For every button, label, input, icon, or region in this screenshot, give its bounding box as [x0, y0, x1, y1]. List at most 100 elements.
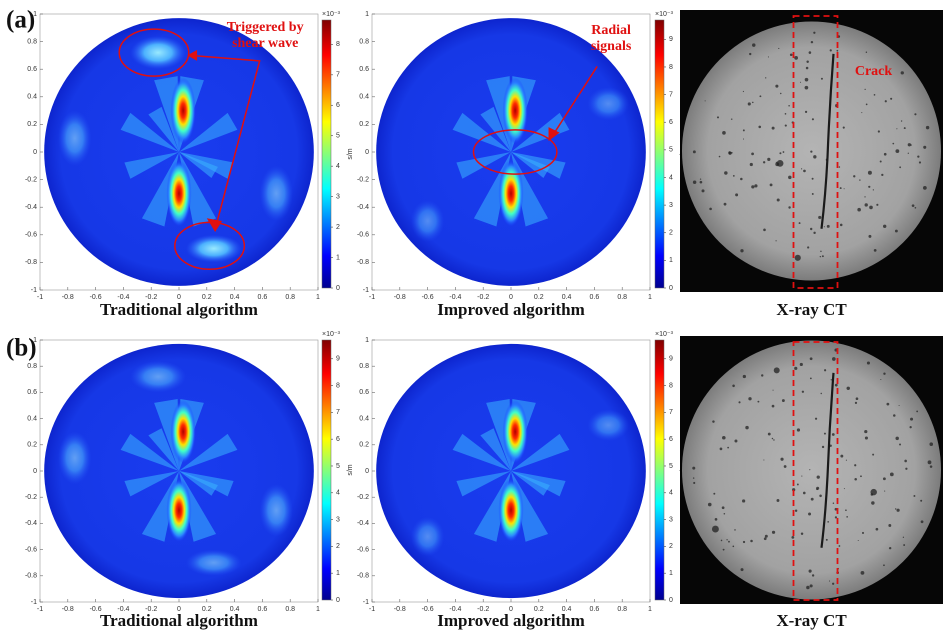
ct-pore [869, 206, 873, 210]
y-tick-label: 0 [33, 468, 37, 475]
ct-pore [812, 118, 814, 120]
ct-pore [738, 401, 740, 403]
ct-pore [810, 584, 813, 587]
ct-pore [795, 510, 797, 512]
ct-pore [822, 446, 824, 448]
ct-pore [801, 532, 803, 534]
ct-pore [768, 433, 771, 436]
colorbar-exponent: ×10⁻³ [322, 331, 341, 338]
ct-pore [809, 51, 812, 54]
ct-pore [843, 127, 845, 129]
ct-pore [826, 539, 828, 541]
ct-pore [731, 118, 732, 119]
x-tick-label: 0.8 [285, 606, 295, 613]
ct-pore [835, 384, 838, 387]
ct-pore [810, 357, 813, 360]
ct-pore [861, 112, 862, 113]
caption: X-ray CT [776, 611, 847, 630]
hot-spot [503, 77, 528, 143]
hot-spot [166, 479, 191, 542]
cyan-patch [58, 111, 91, 166]
y-tick-label: 0.8 [27, 38, 37, 45]
ct-pore [767, 158, 770, 161]
ct-pore [692, 467, 695, 470]
ct-pore [745, 426, 748, 429]
ct-pore [700, 181, 703, 184]
ct-pore [866, 52, 867, 53]
y-tick-label: -0.6 [357, 546, 369, 553]
ct-pore [844, 488, 845, 489]
ct-pore [763, 229, 766, 232]
ct-pore [693, 477, 694, 478]
ct-pore [926, 126, 929, 129]
y-tick-label: 0.2 [359, 121, 369, 128]
ct-pore [810, 150, 812, 152]
ct-pore [717, 116, 719, 118]
ct-pore [775, 240, 776, 241]
cyan-patch [186, 235, 242, 263]
ct-pore [693, 181, 696, 184]
ct-pore [860, 475, 862, 477]
ct-pore [868, 171, 872, 175]
ct-pore [790, 53, 793, 56]
colorbar-tick-label: 0 [336, 285, 340, 292]
x-tick-label: 0.6 [590, 294, 600, 301]
ct-pore [890, 98, 892, 100]
colorbar-tick-label: 1 [336, 570, 340, 577]
ct-pore [857, 208, 861, 212]
ct-pore [809, 570, 812, 573]
colorbar-exponent: ×10⁻³ [655, 11, 674, 18]
ct-pore [840, 455, 843, 458]
panel-label: (a) [6, 7, 35, 34]
colorbar-tick-label: 3 [336, 516, 340, 523]
x-tick-label: -1 [37, 606, 43, 613]
ct-pore [806, 586, 810, 590]
ct-pore [824, 369, 826, 371]
ct-pore [788, 105, 790, 107]
y-tick-label: -0.2 [357, 176, 369, 183]
ct-pore [794, 56, 798, 60]
ct-pore [839, 166, 841, 168]
ct-pore [899, 405, 900, 406]
ct-pore [807, 246, 809, 248]
colorbar-tick-label: 7 [669, 91, 673, 98]
x-tick-label: 1 [648, 606, 652, 613]
y-tick-label: 1 [365, 11, 369, 18]
ct-pore [732, 385, 735, 388]
y-tick-label: 0.4 [27, 94, 37, 101]
ct-pore [752, 102, 754, 104]
hot-spot [498, 160, 523, 226]
y-tick-label: -0.8 [357, 259, 369, 266]
y-tick-label: 0 [365, 468, 369, 475]
ct-pore [832, 433, 835, 436]
ct-pore [801, 168, 802, 169]
ct-pore [867, 361, 870, 364]
y-tick-label: 1 [365, 337, 369, 344]
ct-pore [895, 149, 899, 153]
y-tick-label: 0.6 [27, 389, 37, 396]
ct-pore [883, 225, 886, 228]
ct-pore [868, 186, 870, 188]
ct-pore [864, 196, 865, 197]
y-tick-label: -0.6 [25, 546, 37, 553]
ct-pore [912, 204, 915, 207]
colorbar-tick-label: 9 [336, 356, 340, 363]
ct-pore [751, 153, 754, 156]
y-tick-label: 0.8 [27, 363, 37, 370]
ct-pore [800, 363, 803, 366]
ct-pore [846, 460, 847, 461]
colorbar-unit: s/m [347, 148, 354, 159]
y-tick-label: 0.6 [27, 66, 37, 73]
ct-pore [914, 113, 916, 115]
y-tick-label: 0.2 [27, 121, 37, 128]
y-tick-label: -0.2 [25, 494, 37, 501]
ct-pore [895, 230, 898, 233]
ct-pore [855, 402, 857, 404]
ct-pore [873, 189, 874, 190]
ct-pore [910, 144, 911, 145]
y-tick-label: 0.8 [359, 363, 369, 370]
ct-pore [748, 102, 751, 105]
colorbar-tick-label: 6 [336, 102, 340, 109]
ct-pore [772, 127, 775, 130]
ct-pore [765, 77, 766, 78]
